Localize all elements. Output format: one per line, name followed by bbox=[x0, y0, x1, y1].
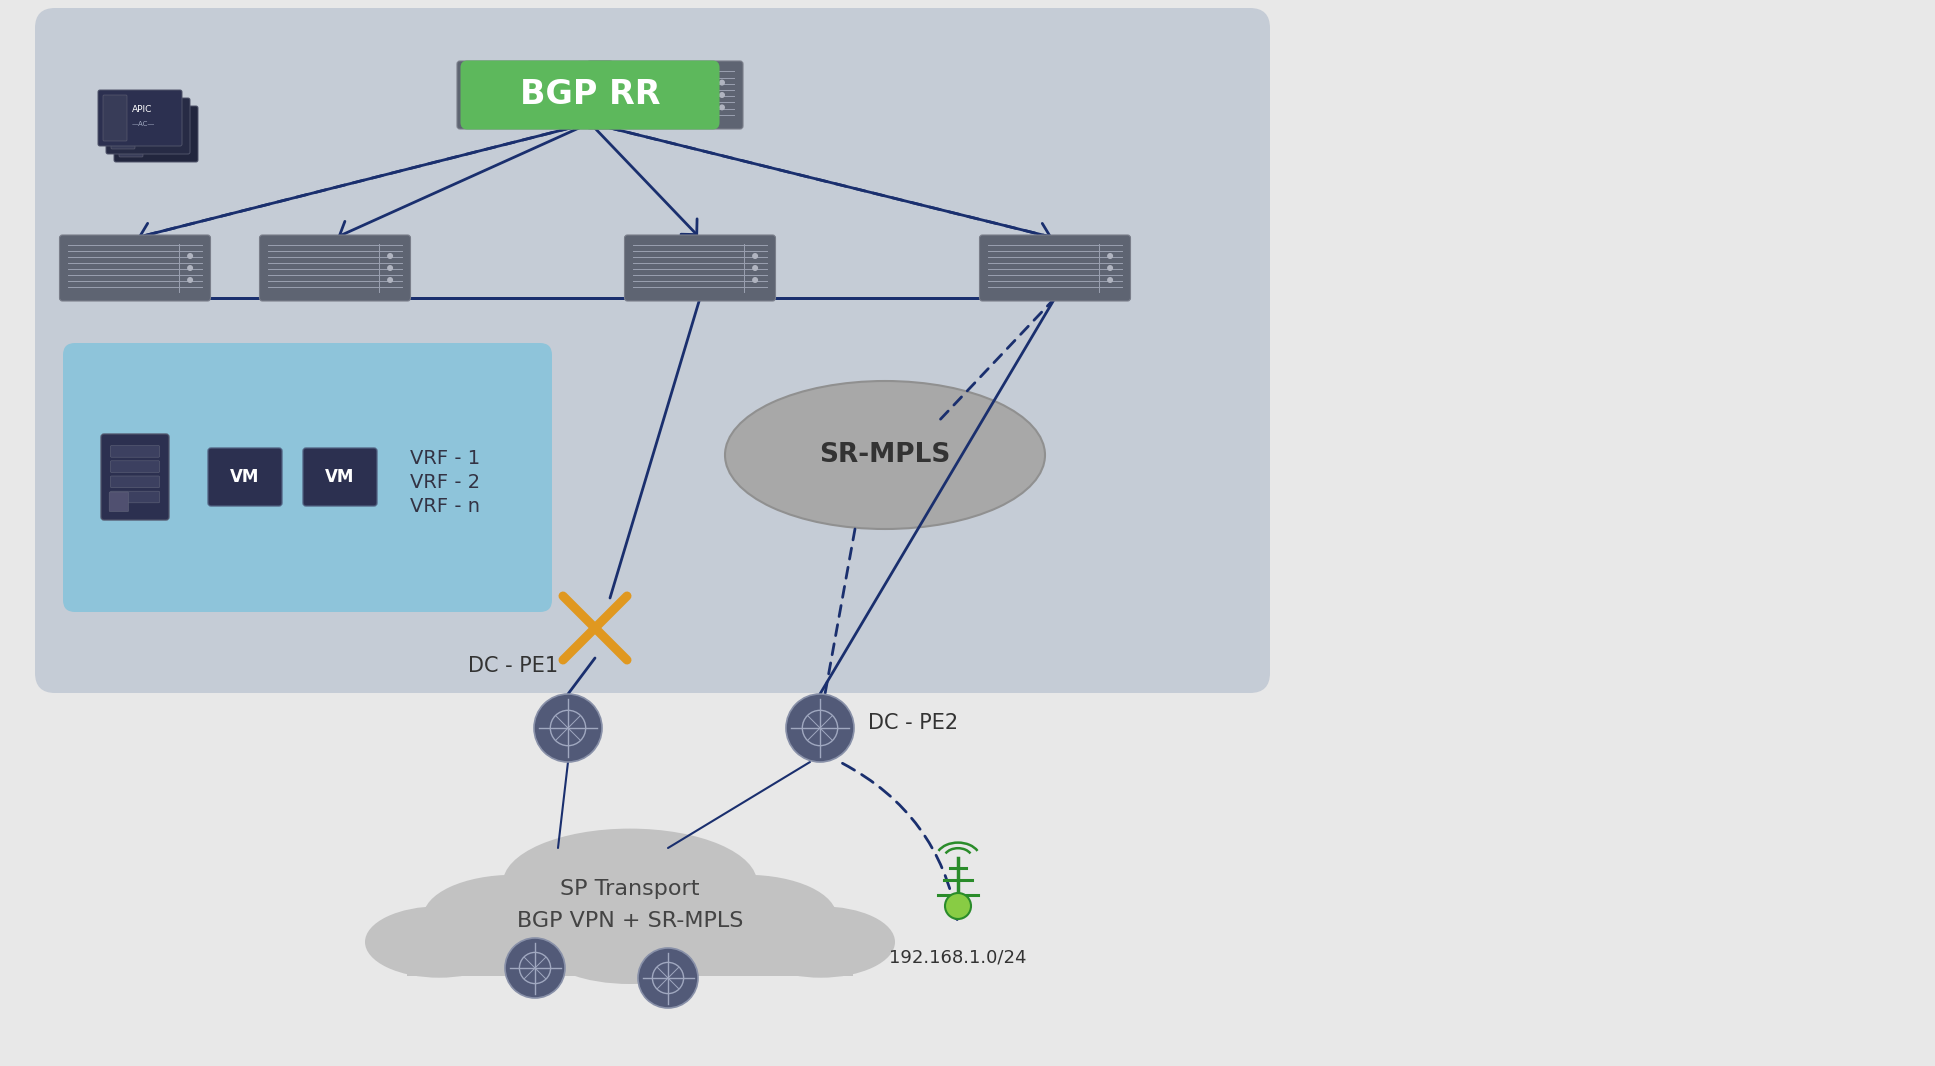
Bar bbox=[408, 938, 853, 975]
Text: —AC—: —AC— bbox=[132, 122, 155, 127]
Text: VRF - 2: VRF - 2 bbox=[410, 472, 480, 491]
Ellipse shape bbox=[491, 887, 683, 971]
Circle shape bbox=[387, 265, 393, 271]
Text: —AC—: —AC— bbox=[147, 138, 172, 143]
FancyBboxPatch shape bbox=[114, 106, 197, 162]
Circle shape bbox=[753, 265, 759, 271]
Circle shape bbox=[944, 893, 971, 919]
Circle shape bbox=[720, 92, 726, 98]
Ellipse shape bbox=[503, 828, 757, 938]
Text: 192.168.1.0/24: 192.168.1.0/24 bbox=[890, 948, 1027, 966]
Circle shape bbox=[188, 253, 194, 259]
Ellipse shape bbox=[726, 381, 1045, 529]
Circle shape bbox=[786, 694, 853, 762]
Text: VRF - n: VRF - n bbox=[410, 497, 480, 516]
Circle shape bbox=[188, 277, 194, 282]
Circle shape bbox=[505, 938, 565, 998]
FancyBboxPatch shape bbox=[110, 477, 159, 487]
Ellipse shape bbox=[577, 887, 768, 971]
FancyBboxPatch shape bbox=[101, 434, 168, 520]
FancyBboxPatch shape bbox=[99, 90, 182, 146]
FancyBboxPatch shape bbox=[207, 448, 283, 506]
Ellipse shape bbox=[366, 906, 513, 978]
Text: VM: VM bbox=[230, 468, 259, 486]
FancyBboxPatch shape bbox=[110, 103, 135, 149]
Text: —AC—: —AC— bbox=[139, 129, 163, 135]
Circle shape bbox=[720, 104, 726, 111]
FancyBboxPatch shape bbox=[108, 492, 128, 512]
Text: VM: VM bbox=[325, 468, 354, 486]
Circle shape bbox=[1107, 265, 1113, 271]
FancyBboxPatch shape bbox=[64, 343, 551, 612]
Ellipse shape bbox=[656, 875, 836, 958]
Text: APIC: APIC bbox=[147, 122, 168, 130]
FancyBboxPatch shape bbox=[259, 235, 410, 301]
FancyBboxPatch shape bbox=[106, 98, 190, 154]
FancyBboxPatch shape bbox=[110, 461, 159, 472]
Ellipse shape bbox=[747, 906, 896, 978]
FancyBboxPatch shape bbox=[586, 61, 743, 129]
Text: VRF - 1: VRF - 1 bbox=[410, 449, 480, 468]
Circle shape bbox=[1107, 277, 1113, 282]
FancyBboxPatch shape bbox=[979, 235, 1130, 301]
Circle shape bbox=[753, 277, 759, 282]
Circle shape bbox=[588, 80, 594, 85]
Circle shape bbox=[753, 253, 759, 259]
FancyBboxPatch shape bbox=[461, 61, 720, 129]
Text: BGP RR: BGP RR bbox=[521, 79, 660, 112]
Text: SP Transport
BGP VPN + SR-MPLS: SP Transport BGP VPN + SR-MPLS bbox=[517, 879, 743, 931]
Circle shape bbox=[1107, 253, 1113, 259]
Ellipse shape bbox=[424, 875, 604, 958]
Text: DC - PE2: DC - PE2 bbox=[869, 713, 958, 733]
FancyBboxPatch shape bbox=[35, 9, 1269, 693]
Circle shape bbox=[720, 80, 726, 85]
FancyBboxPatch shape bbox=[110, 446, 159, 457]
FancyBboxPatch shape bbox=[103, 95, 128, 141]
Circle shape bbox=[639, 948, 699, 1008]
FancyBboxPatch shape bbox=[118, 111, 143, 157]
Circle shape bbox=[387, 253, 393, 259]
Circle shape bbox=[588, 92, 594, 98]
Ellipse shape bbox=[546, 917, 714, 984]
Text: APIC: APIC bbox=[132, 106, 153, 114]
Text: APIC: APIC bbox=[139, 113, 161, 123]
Circle shape bbox=[387, 277, 393, 282]
FancyBboxPatch shape bbox=[457, 61, 613, 129]
FancyBboxPatch shape bbox=[304, 448, 377, 506]
FancyBboxPatch shape bbox=[625, 235, 776, 301]
FancyBboxPatch shape bbox=[60, 235, 211, 301]
Circle shape bbox=[534, 694, 602, 762]
FancyBboxPatch shape bbox=[110, 491, 159, 503]
Text: SR-MPLS: SR-MPLS bbox=[819, 442, 950, 468]
Text: DC - PE1: DC - PE1 bbox=[468, 656, 557, 676]
Circle shape bbox=[588, 104, 594, 111]
Circle shape bbox=[188, 265, 194, 271]
